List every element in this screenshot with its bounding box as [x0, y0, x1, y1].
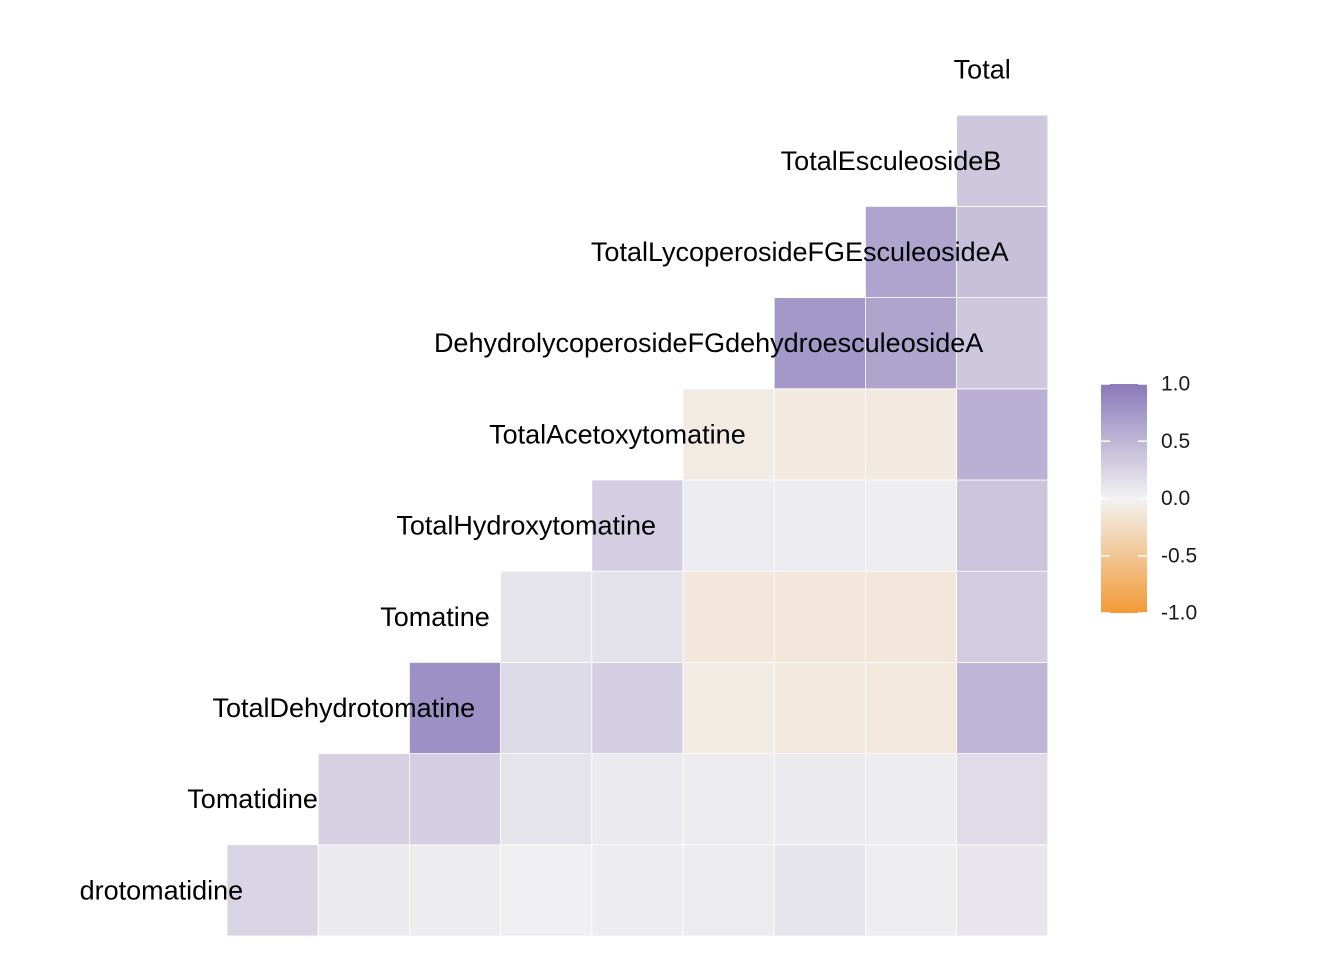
heatmap-cell [956, 114, 1049, 207]
heatmap-cell [956, 662, 1049, 755]
heatmap-cell [865, 297, 958, 390]
legend-tick-label: 1.0 [1161, 373, 1190, 396]
variable-label: Total [954, 55, 1011, 85]
heatmap-cell [317, 844, 410, 937]
heatmap-cell [956, 388, 1049, 481]
heatmap-cell [226, 844, 319, 937]
heatmap-cell [773, 753, 866, 846]
legend-tick-label: -1.0 [1161, 602, 1197, 625]
heatmap-cell [865, 388, 958, 481]
heatmap-cell [773, 479, 866, 572]
variable-label: TotalDehydrotomatine [212, 693, 475, 723]
legend-tick-label: 0.0 [1161, 487, 1190, 510]
legend-tick-label: -0.5 [1161, 544, 1197, 567]
heatmap-cell [591, 479, 684, 572]
heatmap-cell [500, 570, 593, 663]
heatmap-cell [682, 753, 775, 846]
heatmap-cell [956, 570, 1049, 663]
heatmap-cell [773, 297, 866, 390]
heatmap-cell [408, 753, 501, 846]
heatmap-cell [956, 205, 1049, 298]
heatmap-cell [956, 753, 1049, 846]
heatmap-cell [956, 844, 1049, 937]
variable-label: drotomatidine [80, 875, 244, 905]
variable-label: Tomatine [380, 602, 490, 632]
heatmap-cell [865, 205, 958, 298]
heatmap-cell [591, 753, 684, 846]
color-legend: 1.0 0.5 0.0 -0.5 -1.0 [1101, 373, 1197, 625]
legend-ticks: 1.0 0.5 0.0 -0.5 -1.0 [1101, 373, 1197, 625]
heatmap-cell [682, 844, 775, 937]
variable-label: TotalEsculeosideB [781, 146, 1002, 176]
heatmap-cell [591, 844, 684, 937]
heatmap-cell [682, 479, 775, 572]
variable-labels: drotomatidine Tomatidine TotalDehydrotomat… [80, 55, 1011, 906]
heatmap-cell [317, 753, 410, 846]
heatmap-cell [865, 753, 958, 846]
heatmap-cell [591, 662, 684, 755]
heatmap-cell [865, 662, 958, 755]
variable-label: TotalLycoperosideFGEsculeosideA [591, 237, 1009, 267]
heatmap-cell [682, 570, 775, 663]
heatmap-cell [408, 844, 501, 937]
heatmap-cell [956, 297, 1049, 390]
heatmap-cell [408, 662, 501, 755]
heatmap-cell [591, 570, 684, 663]
heatmap-cell [865, 844, 958, 937]
variable-label: TotalHydroxytomatine [396, 511, 656, 541]
variable-label: Tomatidine [187, 784, 318, 814]
legend-tick-label: 0.5 [1161, 430, 1190, 453]
variable-label: DehydrolycoperosideFGdehydroesculeosideA [434, 328, 983, 358]
heatmap-cell [865, 570, 958, 663]
variable-label: TotalAcetoxytomatine [489, 419, 746, 449]
heatmap-cell [682, 388, 775, 481]
heatmap-cell [956, 479, 1049, 572]
heatmap-cell [773, 844, 866, 937]
heatmap-cells [226, 114, 1049, 937]
heatmap-cell [773, 388, 866, 481]
heatmap-cell [500, 662, 593, 755]
heatmap-cell [865, 479, 958, 572]
heatmap-cell [500, 753, 593, 846]
heatmap-cell [773, 570, 866, 663]
heatmap-cell [500, 844, 593, 937]
heatmap-cell [773, 662, 866, 755]
heatmap-cell [682, 662, 775, 755]
